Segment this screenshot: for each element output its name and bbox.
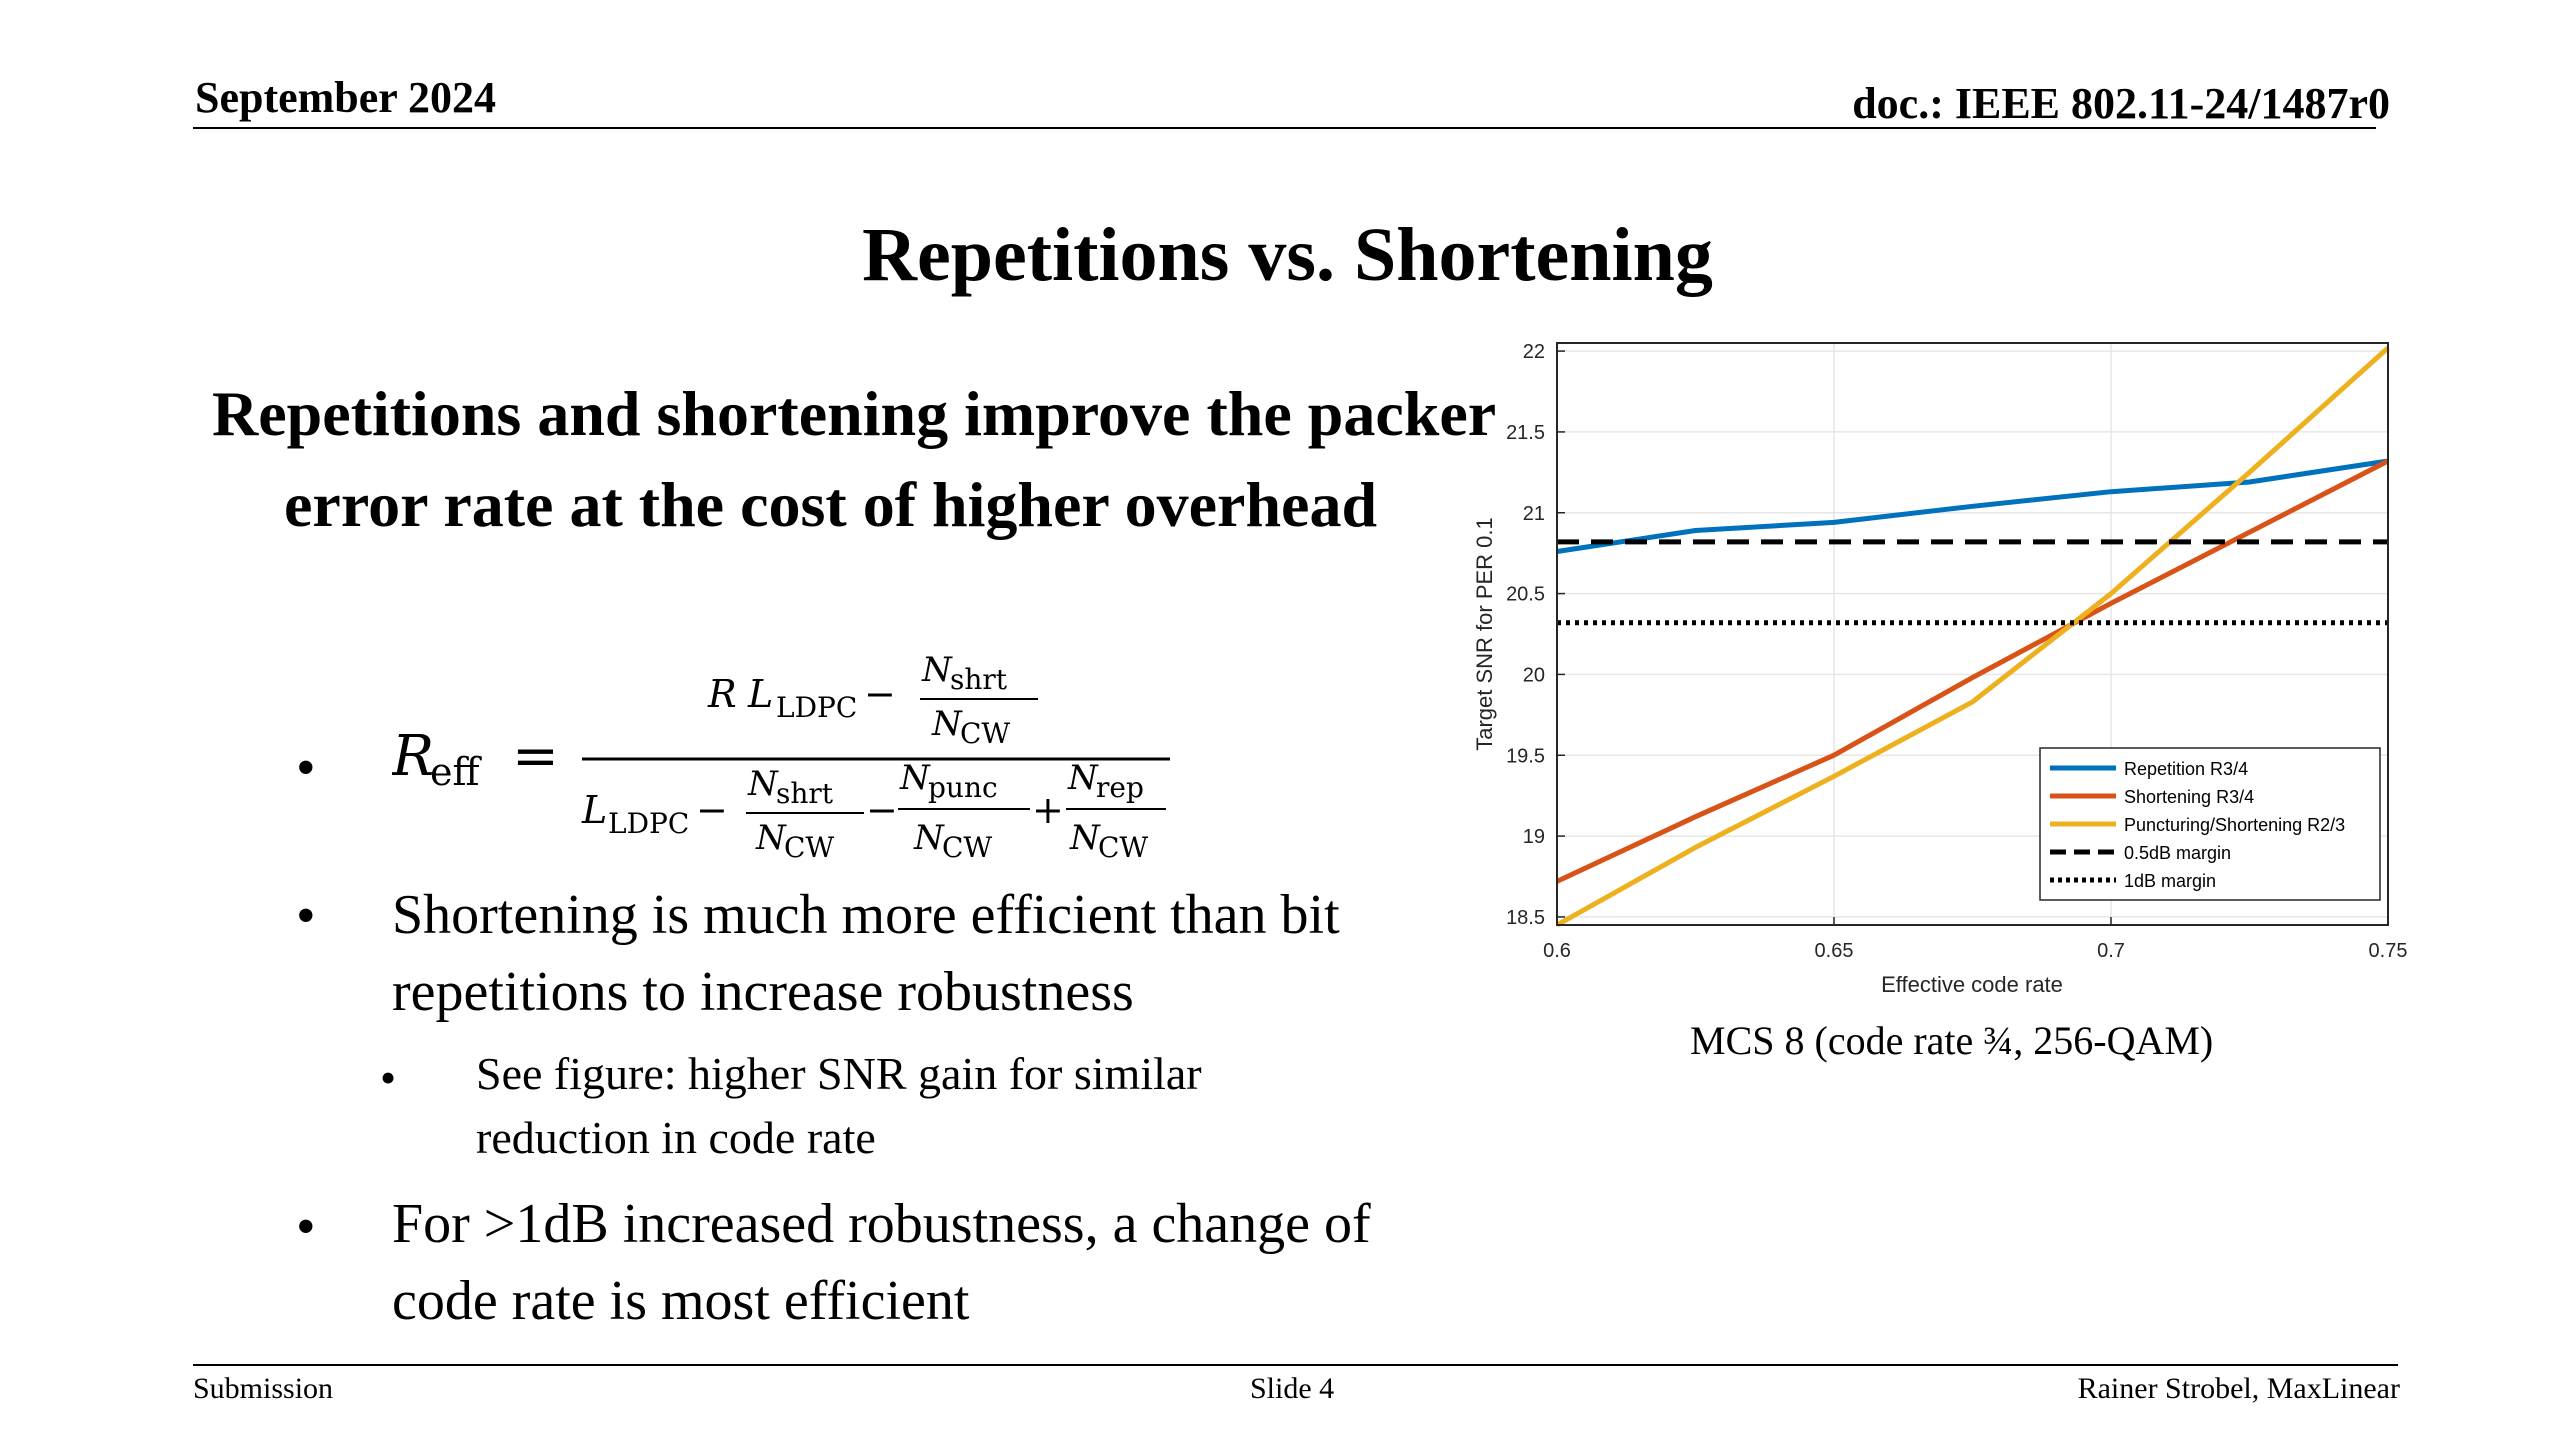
formula-lhs-symbol: R (392, 724, 434, 789)
bullet-marker: • (296, 1196, 316, 1258)
legend-label: Puncturing/Shortening R2/3 (2124, 815, 2345, 835)
snr-chart: 0.6 0.65 0.7 0.75 18.5 19 19.5 20 20.5 21 21.5 22 E… (1472, 341, 2407, 997)
series-line-2 (1555, 346, 2390, 928)
formula-equals: = (512, 724, 559, 789)
formula-den-nrep-sub: rep (1096, 771, 1144, 804)
formula-num-nshrt-sub: shrt (950, 663, 1008, 696)
formula-den-ncw2-n: N (913, 818, 945, 858)
formula-den-minus1: − (696, 788, 728, 832)
header-doc-id: doc.: IEEE 802.11-24/1487r0 (1852, 79, 2390, 128)
chart-legend: Repetition R3/4 Shortening R3/4 Puncturing… (2039, 747, 2381, 901)
series-line-1 (1555, 458, 2390, 884)
legend-label: Repetition R3/4 (2124, 759, 2248, 779)
header-date: September 2024 (195, 73, 497, 122)
legend-label: Shortening R3/4 (2124, 787, 2254, 807)
formula-num-minus: − (864, 672, 896, 716)
y-tick-label: 20.5 (1506, 584, 1545, 606)
footer-author: Rainer Strobel, MaxLinear (2077, 1372, 2400, 1405)
bullet-marker: • (296, 737, 316, 799)
x-tick-label: 0.65 (1815, 940, 1854, 962)
formula-den-nshrt-n: N (747, 764, 779, 804)
sub-bullet-marker: • (380, 1052, 397, 1103)
y-tick-label: 19 (1523, 826, 1545, 848)
footer-rule (193, 1364, 2398, 1366)
chart-series (1555, 346, 2390, 928)
y-tick-label: 21 (1523, 503, 1545, 525)
formula-den-ncw1-n: N (755, 818, 787, 858)
legend-label: 1dB margin (2124, 871, 2216, 891)
formula-num-l: L (747, 672, 773, 716)
formula-den-l: L (581, 788, 607, 832)
formula-num-ncw-n: N (931, 704, 963, 744)
x-tick-label: 0.6 (1543, 940, 1571, 962)
y-tick-label: 19.5 (1506, 745, 1545, 767)
chart-plot-border (1556, 342, 2389, 926)
formula-num-ldpc: LDPC (776, 691, 857, 724)
formula-num-ncw-sub: CW (960, 717, 1010, 750)
formula-den-ncw3-sub: CW (1098, 831, 1148, 864)
bullet-shortening: Shortening is much more efficient than b… (392, 884, 1340, 1023)
formula-num-r: R (707, 672, 737, 716)
y-tick-label: 18.5 (1506, 907, 1545, 929)
figure-caption: MCS 8 (code rate ¾, 256-QAM) (1690, 1018, 2214, 1063)
formula-den-ncw2-sub: CW (942, 831, 992, 864)
chart-ticks: 0.6 0.65 0.7 0.75 18.5 19 19.5 20 20.5 21 21.5 22 (1506, 341, 2407, 962)
y-tick-label: 20 (1523, 664, 1545, 686)
footer-submission: Submission (193, 1372, 334, 1405)
formula-den-ncw3-n: N (1069, 818, 1101, 858)
formula-den-nrep-n: N (1067, 758, 1099, 798)
formula-num-nshrt-n: N (921, 650, 953, 690)
slide-heading: Repetitions and shortening improve the p… (212, 378, 1495, 540)
bullet-code-rate: For >1dB increased robustness, a change … (392, 1193, 1371, 1332)
efficiency-formula: R eff = R L LDPC − N shrt N CW L LDPC − … (392, 650, 1170, 864)
formula-den-minus2: − (866, 788, 898, 832)
formula-den-ldpc: LDPC (608, 807, 689, 840)
x-tick-label: 0.75 (2369, 940, 2408, 962)
formula-den-npunc-sub: punc (928, 771, 998, 804)
bullet-marker: • (296, 885, 316, 947)
header-rule (193, 127, 2376, 129)
formula-den-nshrt-sub: shrt (776, 777, 834, 810)
formula-den-ncw1-sub: CW (784, 831, 834, 864)
y-tick-label: 22 (1523, 341, 1545, 363)
slide-title: Repetitions vs. Shortening (862, 213, 1713, 297)
formula-lhs-sub: eff (430, 750, 482, 794)
footer-slide-number: Slide 4 (1250, 1372, 1335, 1405)
chart-y-label: Target SNR for PER 0.1 (1472, 517, 1497, 751)
x-tick-label: 0.7 (2097, 940, 2125, 962)
series-line-0 (1556, 458, 2389, 554)
legend-label: 0.5dB margin (2124, 843, 2231, 863)
formula-den-npunc-n: N (899, 758, 931, 798)
chart-x-label: Effective code rate (1881, 972, 2063, 997)
sub-bullet-see-figure: See figure: higher SNR gain for similar … (476, 1048, 1202, 1163)
y-tick-label: 21.5 (1506, 422, 1545, 444)
formula-den-plus: + (1032, 788, 1064, 832)
